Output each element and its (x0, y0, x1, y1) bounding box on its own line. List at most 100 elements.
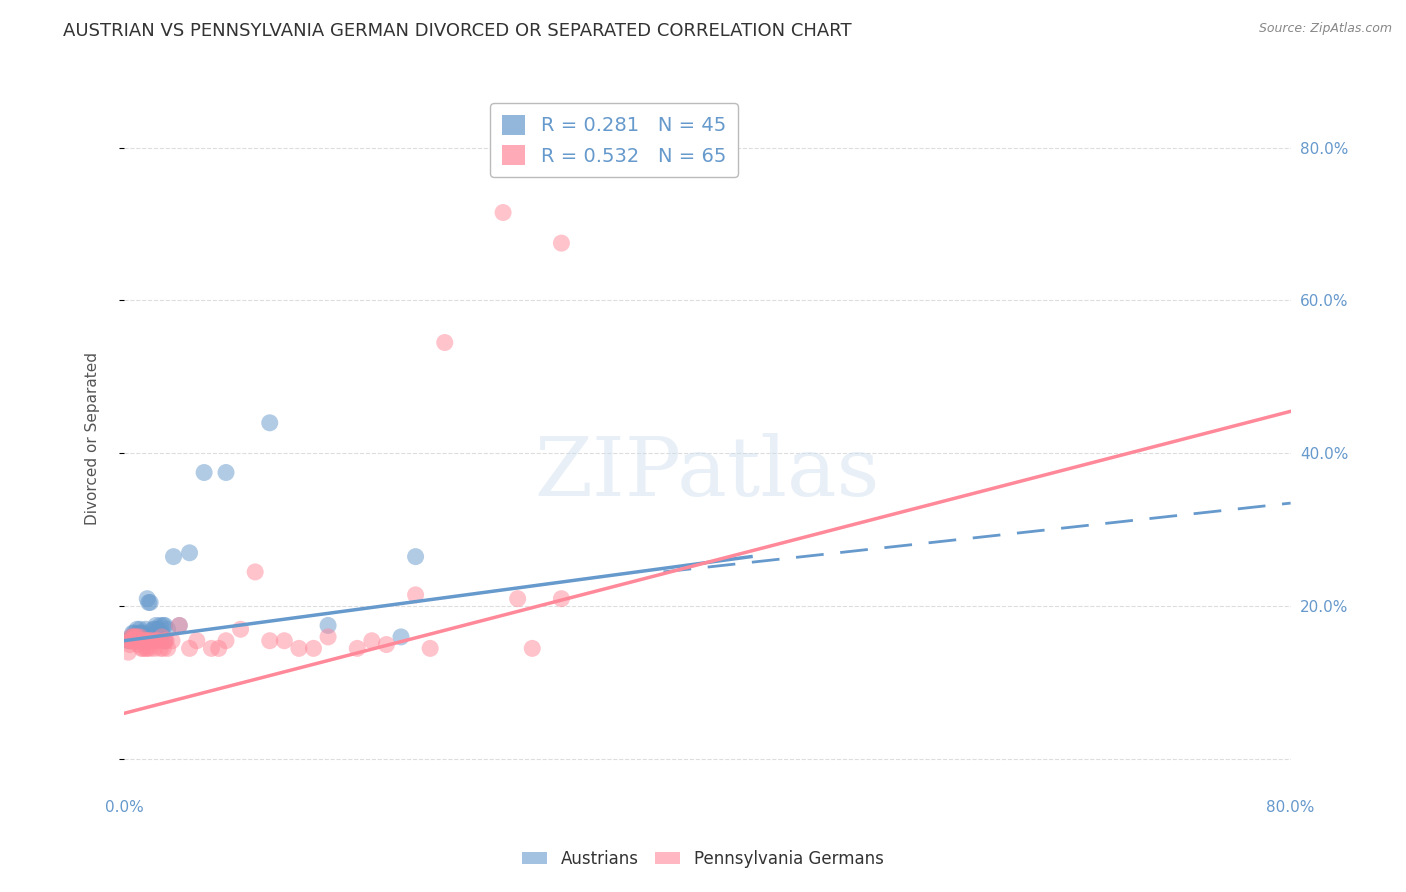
Point (124, 630, 146, 644)
Point (153, 633, 176, 648)
Point (522, 641, 544, 656)
Legend: R = 0.281   N = 45, R = 0.532   N = 65: R = 0.281 N = 45, R = 0.532 N = 65 (491, 103, 738, 178)
Point (160, 633, 183, 648)
Point (288, 641, 311, 656)
Point (155, 633, 177, 648)
Point (118, 633, 141, 648)
Point (169, 618, 191, 632)
Point (186, 633, 208, 648)
Legend: Austrians, Pennsylvania Germans: Austrians, Pennsylvania Germans (516, 844, 890, 875)
Point (375, 638, 398, 652)
Point (152, 618, 174, 632)
Point (156, 641, 179, 656)
Point (134, 633, 156, 648)
Point (139, 641, 162, 656)
Point (118, 633, 141, 648)
Point (118, 638, 141, 652)
Point (138, 595, 160, 609)
Text: ZIPatlas: ZIPatlas (534, 434, 880, 513)
Point (120, 630, 142, 644)
Point (125, 633, 148, 648)
Point (124, 633, 146, 648)
Y-axis label: Divorced or Separated: Divorced or Separated (86, 351, 100, 524)
Point (122, 630, 145, 644)
Point (433, 335, 456, 350)
Point (121, 633, 143, 648)
Point (215, 633, 238, 648)
Point (132, 633, 155, 648)
Point (152, 641, 174, 656)
Point (139, 633, 162, 648)
Point (122, 633, 145, 648)
Point (259, 416, 281, 430)
Point (129, 633, 152, 648)
Point (536, 160, 558, 174)
Point (120, 633, 142, 648)
Point (143, 641, 166, 656)
Point (145, 618, 167, 632)
Point (208, 641, 231, 656)
Point (117, 645, 139, 659)
Point (134, 626, 156, 640)
Point (302, 641, 325, 656)
Point (492, 205, 515, 219)
Point (143, 622, 166, 636)
Point (135, 633, 157, 648)
Point (215, 466, 238, 480)
Point (132, 630, 155, 644)
Point (142, 633, 165, 648)
Point (135, 633, 157, 648)
Point (125, 630, 148, 644)
Point (136, 641, 159, 656)
Point (120, 630, 142, 644)
Point (138, 633, 160, 648)
Point (125, 622, 148, 636)
Point (162, 549, 184, 564)
Point (135, 622, 157, 636)
Point (150, 626, 173, 640)
Point (145, 633, 167, 648)
Point (142, 622, 165, 636)
Point (153, 633, 176, 648)
Point (179, 641, 201, 656)
Point (179, 546, 201, 560)
Point (146, 622, 169, 636)
Point (156, 622, 179, 636)
Point (128, 638, 150, 652)
Point (121, 630, 143, 644)
Point (506, 591, 529, 606)
Point (125, 630, 148, 644)
Point (146, 633, 169, 648)
Point (124, 633, 146, 648)
Point (131, 633, 153, 648)
Point (122, 626, 145, 640)
Point (229, 622, 252, 636)
Point (128, 626, 150, 640)
Point (139, 633, 162, 648)
Point (136, 591, 159, 606)
Point (200, 641, 222, 656)
Point (346, 641, 368, 656)
Point (149, 630, 172, 644)
Point (316, 630, 339, 644)
Point (193, 466, 215, 480)
Point (139, 595, 162, 609)
Point (316, 618, 339, 632)
Point (124, 630, 146, 644)
Text: AUSTRIAN VS PENNSYLVANIA GERMAN DIVORCED OR SEPARATED CORRELATION CHART: AUSTRIAN VS PENNSYLVANIA GERMAN DIVORCED… (63, 22, 852, 40)
Point (259, 633, 281, 648)
Point (389, 630, 412, 644)
Point (273, 633, 295, 648)
Point (360, 633, 382, 648)
Point (405, 588, 427, 602)
Point (122, 633, 145, 648)
Point (131, 633, 153, 648)
Point (132, 641, 155, 656)
Point (149, 618, 172, 632)
Point (129, 630, 152, 644)
Point (128, 633, 150, 648)
Point (243, 565, 266, 579)
Point (169, 618, 191, 632)
Point (128, 633, 150, 648)
Point (131, 626, 153, 640)
